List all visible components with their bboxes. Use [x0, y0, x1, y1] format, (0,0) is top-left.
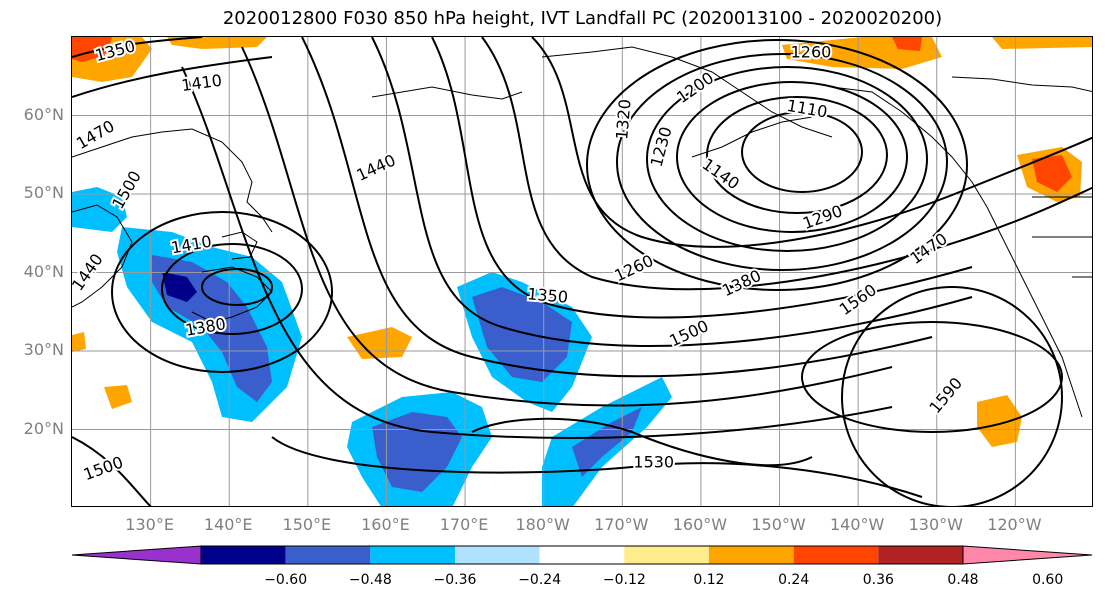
- colorbar-bin: [878, 546, 963, 564]
- longitude-label: 150°E: [282, 515, 332, 534]
- latitude-label: 40°N: [23, 261, 64, 281]
- colorbar: [71, 545, 1093, 565]
- negative-anomaly-region: [162, 272, 197, 302]
- colorbar-bin: [709, 546, 794, 564]
- latitude-label: 30°N: [23, 340, 64, 359]
- colorbar-tick-label: −0.60: [264, 572, 308, 588]
- positive-anomaly-region: [892, 37, 922, 51]
- ivt-shading: [72, 37, 1092, 506]
- colorbar-bin: [455, 546, 540, 564]
- colorbar-tick-label: 0.24: [778, 572, 810, 588]
- contour-label: 1290: [800, 201, 845, 233]
- positive-anomaly-region: [1032, 155, 1072, 192]
- contour-label: 1260: [791, 43, 832, 62]
- map-title: 2020012800 F030 850 hPa height, IVT Land…: [222, 8, 943, 29]
- contour-label: 1380: [719, 266, 764, 300]
- positive-anomaly-region: [72, 332, 86, 352]
- longitude-label: 170°E: [439, 515, 489, 534]
- contour-label: 1530: [633, 452, 674, 471]
- contour-label: 1140: [699, 155, 743, 194]
- colorbar-extend-high: [962, 545, 1093, 565]
- contour-label: 1470: [73, 116, 118, 153]
- contour-label: 1200: [673, 68, 717, 107]
- negative-anomaly-region: [572, 407, 642, 477]
- colorbar-bin: [624, 546, 709, 564]
- contour-label: 1500: [108, 167, 145, 212]
- longitude-label: 140°W: [829, 515, 885, 534]
- colorbar-tick-label: 0.60: [1032, 572, 1064, 588]
- negative-anomaly-region: [72, 187, 127, 232]
- colorbar-tick-label: −0.12: [602, 572, 646, 588]
- positive-anomaly-region: [104, 385, 132, 409]
- contour-label: 1590: [925, 374, 966, 417]
- latitude-label: 20°N: [23, 418, 64, 438]
- contour-label: 1440: [354, 150, 399, 184]
- colorbar-bin: [201, 546, 286, 564]
- colorbar-tick-label: 0.48: [947, 572, 979, 588]
- contour-label: 1350: [527, 284, 569, 306]
- contour-label: 1410: [180, 71, 223, 95]
- colorbar-bin: [370, 546, 455, 564]
- contour-label: 1470: [906, 229, 950, 268]
- longitude-label: 140°E: [203, 515, 253, 534]
- colorbar-tick-label: −0.48: [348, 572, 392, 588]
- longitude-label: 120°W: [987, 515, 1042, 534]
- contour-label: 1320: [612, 98, 634, 140]
- longitude-label: 130°W: [908, 515, 963, 534]
- map-panel: 1350 1410 1470 1500 1440 1410 1440 1380 1320 1200…: [71, 36, 1093, 507]
- contour-label: 1260: [611, 251, 656, 285]
- contour-label: 1500: [81, 452, 126, 484]
- longitude-label: 130°E: [125, 515, 174, 534]
- contour-label: 1230: [647, 125, 676, 169]
- colorbar-tick-label: 0.36: [862, 572, 894, 588]
- latitude-label: 50°N: [23, 183, 64, 202]
- longitude-label: 180°W: [515, 515, 570, 534]
- longitude-label: 170°W: [594, 515, 649, 534]
- colorbar-tick-label: 0.12: [693, 572, 725, 588]
- positive-anomaly-region: [977, 395, 1022, 447]
- colorbar-outline: [200, 545, 964, 565]
- colorbar-tick-label: −0.24: [518, 572, 562, 588]
- negative-anomaly-region: [472, 287, 572, 382]
- positive-anomaly-region: [72, 37, 112, 62]
- longitude-label: 160°E: [361, 515, 410, 534]
- positive-anomaly-region: [167, 37, 267, 49]
- colorbar-bin: [539, 546, 625, 564]
- longitude-label: 160°W: [672, 515, 728, 534]
- colorbar-bin: [793, 546, 879, 564]
- positive-anomaly-region: [992, 37, 1092, 49]
- colorbar-extend-low: [71, 545, 202, 565]
- colorbar-bin: [285, 546, 371, 564]
- height-contours: [72, 37, 1092, 506]
- latitude-label: 60°N: [23, 104, 64, 124]
- colorbar-tick-label: −0.36: [433, 572, 477, 588]
- longitude-label: 150°W: [751, 515, 806, 534]
- positive-anomaly-region: [347, 327, 412, 359]
